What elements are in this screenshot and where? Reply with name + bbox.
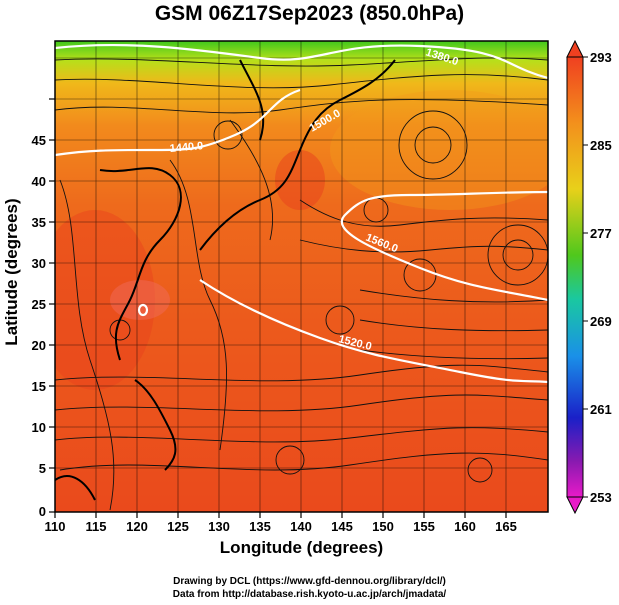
x-tick-label: 135 xyxy=(249,519,271,534)
y-tick-label: 25 xyxy=(32,297,46,312)
y-tick-marks xyxy=(49,98,55,513)
y-tick-label: 5 xyxy=(39,461,46,476)
x-tick-label: 125 xyxy=(167,519,189,534)
x-tick-label: 165 xyxy=(495,519,517,534)
y-tick-label: 45 xyxy=(32,133,46,148)
colorbar-label: 269 xyxy=(590,314,612,329)
y-axis-label: Latitude (degrees) xyxy=(2,198,21,346)
colorbar-label: 261 xyxy=(590,402,612,417)
x-tick-label: 150 xyxy=(372,519,394,534)
x-tick-label: 155 xyxy=(413,519,435,534)
x-axis-label: Longitude (degrees) xyxy=(219,538,384,557)
colorbar-gradient xyxy=(566,56,584,498)
y-tick-label: 10 xyxy=(32,420,46,435)
warm-patch xyxy=(275,150,325,210)
mid-patch xyxy=(330,90,548,210)
colorbar-label: 253 xyxy=(590,490,612,505)
x-tick-label: 145 xyxy=(331,519,353,534)
y-tick-label: 0 xyxy=(39,504,46,519)
y-tick-labels: 0 5 10 15 20 25 30 35 40 45 xyxy=(32,133,46,519)
x-tick-label: 140 xyxy=(290,519,312,534)
colorbar-label: 285 xyxy=(590,138,612,153)
y-tick-label: 20 xyxy=(32,338,46,353)
contour-lines xyxy=(55,43,548,384)
colorbar-label: 293 xyxy=(590,50,612,65)
x-tick-label: 160 xyxy=(454,519,476,534)
x-tick-label: 110 xyxy=(45,519,66,534)
credit-drawing: Drawing by DCL (https://www.gfd-dennou.o… xyxy=(173,576,446,587)
credit-data: Data from http://database.rish.kyoto-u.a… xyxy=(172,589,447,600)
contour-label: 1440.0 xyxy=(169,140,204,155)
y-tick-label: 40 xyxy=(32,174,46,189)
y-tick-label: 15 xyxy=(32,379,46,394)
x-tick-label: 120 xyxy=(126,519,148,534)
x-tick-labels: 110 115 120 125 130 135 140 145 150 155 … xyxy=(45,519,517,534)
y-tick-label: 30 xyxy=(32,256,46,271)
x-tick-label: 115 xyxy=(86,519,107,534)
colorbar-label: 277 xyxy=(590,226,612,241)
coastlines xyxy=(55,59,396,501)
x-tick-label: 130 xyxy=(208,519,230,534)
colorbar: 293 285 277 269 261 253 xyxy=(566,39,612,515)
map-title: GSM 06Z17Sep2023 (850.0hPa) xyxy=(154,2,465,25)
colorbar-upper-arrow xyxy=(566,39,584,58)
y-tick-label: 35 xyxy=(32,215,46,230)
x-tick-marks xyxy=(54,512,507,518)
colorbar-lower-arrow xyxy=(566,496,584,515)
